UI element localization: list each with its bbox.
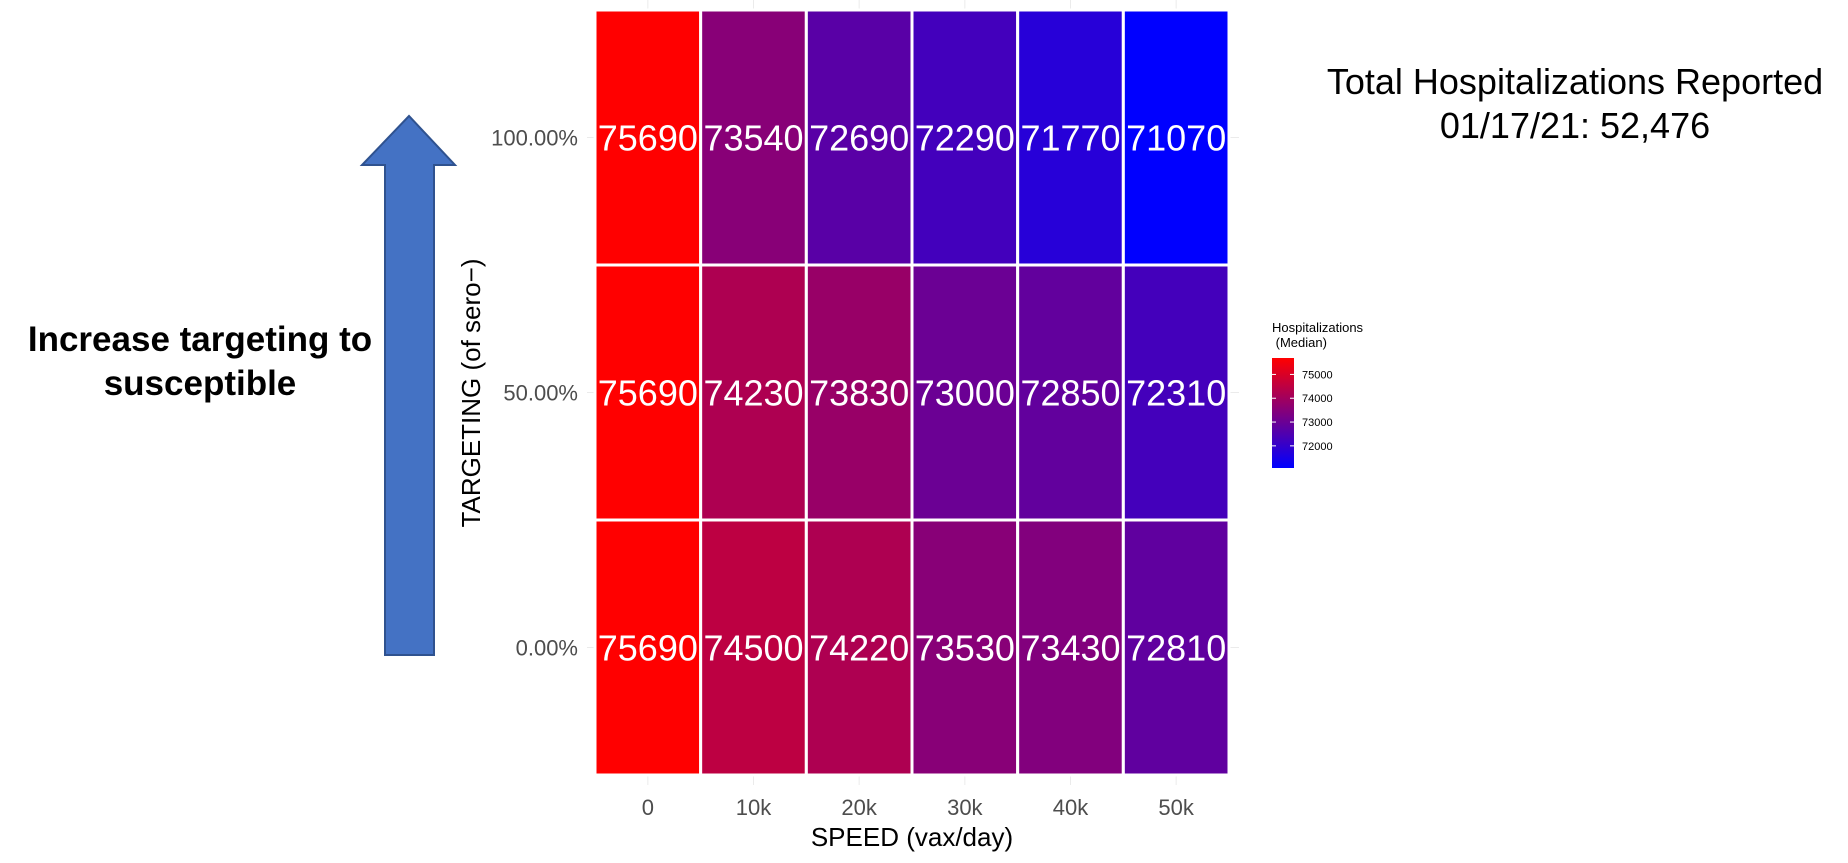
cell-value-label: 73830	[809, 373, 909, 414]
legend: Hospitalizations (Median) 75000 74000 73000…	[1272, 320, 1364, 468]
heatmap-cell	[593, 263, 703, 522]
up-arrow-icon	[359, 114, 458, 656]
targeting-arrow-icon	[359, 114, 458, 656]
x-tick-label: 40k	[1053, 795, 1089, 820]
cell-value-label: 72690	[809, 118, 909, 159]
cell-value-label: 72850	[1020, 373, 1120, 414]
legend-color-bar	[1272, 358, 1294, 468]
heatmap-cell	[593, 518, 703, 777]
cell-value-label: 74220	[809, 628, 909, 669]
legend-title: Hospitalizations	[1272, 320, 1364, 335]
legend-tick-label: 75000	[1302, 369, 1333, 381]
cell-value-label: 73430	[1020, 628, 1120, 669]
cell-value-label: 73540	[703, 118, 803, 159]
legend-tick-label: 73000	[1302, 417, 1333, 429]
cell-value-label: 72810	[1126, 628, 1226, 669]
heatmap-cell	[699, 8, 808, 267]
heatmap-cell	[804, 263, 914, 522]
x-tick-label: 0	[642, 795, 654, 820]
cell-value-label: 74500	[703, 628, 803, 669]
x-tick-label: 30k	[947, 795, 983, 820]
cell-value-label: 71770	[1020, 118, 1120, 159]
x-tick-label: 10k	[736, 795, 772, 820]
cell-value-label: 72290	[915, 118, 1015, 159]
heatmap-cell	[699, 263, 808, 522]
cell-value-label: 75690	[598, 373, 698, 414]
cell-value-label: 75690	[598, 628, 698, 669]
cell-value-label: 74230	[703, 373, 803, 414]
heatmap-cell	[804, 8, 914, 267]
heatmap-cell	[1121, 8, 1231, 267]
heatmap-cell	[910, 263, 1020, 522]
cell-value-label: 73000	[915, 373, 1015, 414]
legend-subtitle: (Median)	[1272, 335, 1327, 350]
cell-value-label: 72310	[1126, 373, 1226, 414]
x-axis-title: SPEED (vax/day)	[811, 822, 1013, 852]
x-tick-label: 20k	[841, 795, 877, 820]
y-tick-label: 50.00%	[503, 381, 578, 406]
y-tick-label: 100.00%	[491, 126, 578, 151]
total-hospitalizations-note: Total Hospitalizations Reported 01/17/21…	[1326, 61, 1824, 146]
heatmap-cell	[910, 518, 1020, 777]
x-tick-label: 50k	[1158, 795, 1194, 820]
y-axis-title: TARGETING (of sero−)	[456, 259, 486, 528]
arrow-caption: Increase targeting to susceptible	[27, 320, 373, 403]
cell-value-label: 75690	[598, 118, 698, 159]
cell-value-label: 73530	[915, 628, 1015, 669]
y-tick-label: 0.00%	[516, 636, 578, 661]
heatmap-cell	[1121, 263, 1231, 522]
axes: 0 10k 20k 30k 40k 50k 0.00% 50.00% 100.00% SPEED …	[456, 126, 1195, 853]
legend-tick-label: 72000	[1302, 441, 1333, 453]
heatmap-cell	[910, 8, 1020, 267]
cell-value-label: 71070	[1126, 118, 1226, 159]
legend-tick-label: 74000	[1302, 393, 1333, 405]
